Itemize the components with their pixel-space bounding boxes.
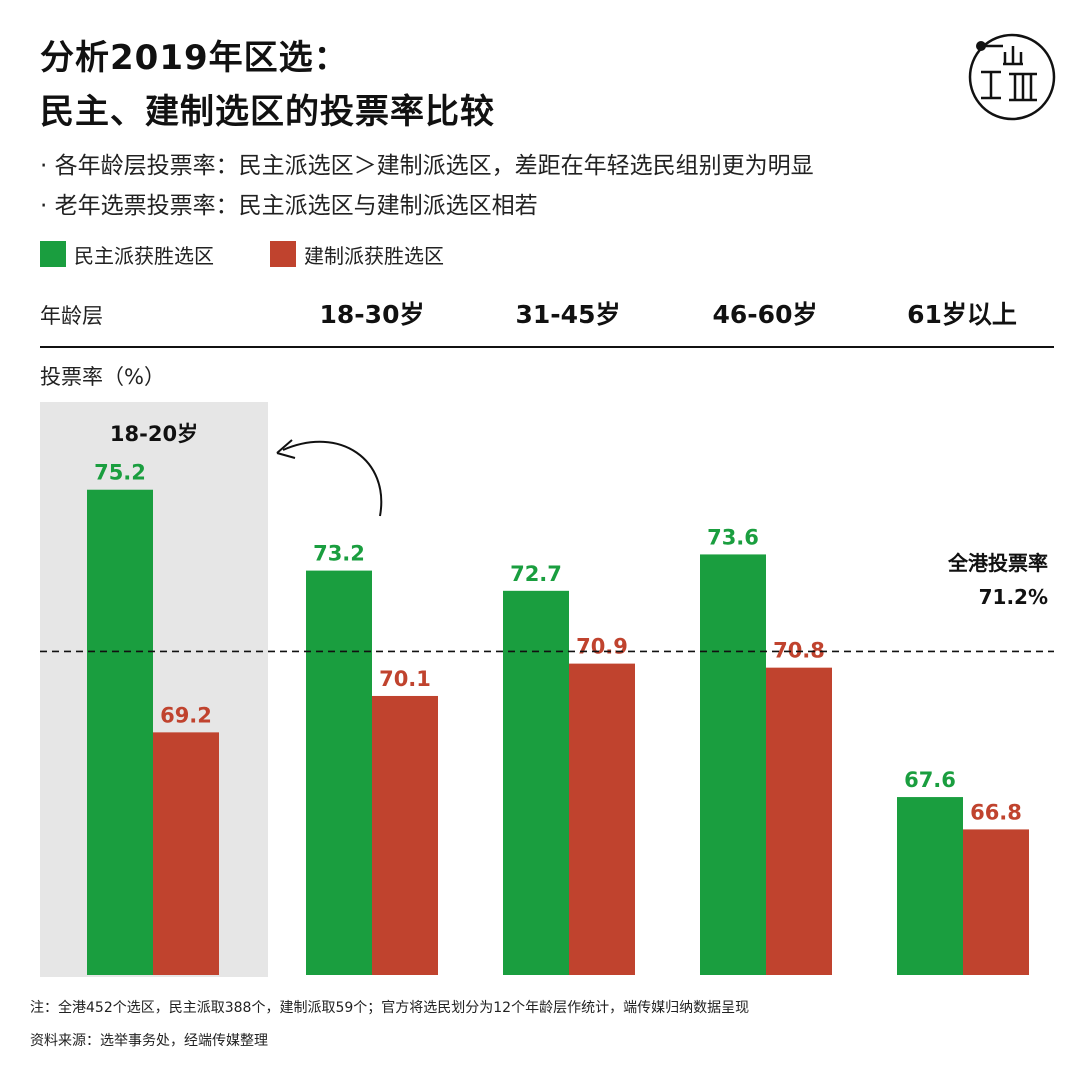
category-header-1: 31-45岁: [516, 300, 621, 329]
bar-democrat-1: [306, 570, 372, 975]
reference-label: 全港投票率: [947, 551, 1048, 575]
value-label-democrat-0: 75.2: [94, 461, 146, 485]
row-header-age: 年龄层: [40, 304, 103, 328]
value-label-establishment-3: 70.8: [773, 639, 825, 663]
value-label-establishment-4: 66.8: [970, 800, 1022, 824]
value-label-democrat-2: 72.7: [510, 562, 562, 586]
footnote-source: 资料来源：选举事务处，经端传媒整理: [30, 1033, 268, 1049]
title-line-1: 分析2019年区选：: [40, 38, 349, 78]
bar-establishment-0: [153, 732, 219, 975]
arrow-head-icon: [276, 439, 296, 459]
category-header-2: 46-60岁: [713, 300, 818, 329]
value-label-democrat-3: 73.6: [707, 525, 759, 549]
bar-establishment-4: [963, 829, 1029, 975]
value-label-democrat-1: 73.2: [313, 542, 365, 566]
legend-swatch-democrat: [40, 241, 66, 267]
legend-label-democrat: 民主派获胜选区: [74, 243, 214, 268]
arrow-curve: [282, 440, 383, 517]
legend-item-democrat: 民主派获胜选区: [40, 241, 214, 268]
title-line-2: 民主、建制选区的投票率比较: [40, 92, 495, 132]
value-label-establishment-1: 70.1: [379, 667, 431, 691]
bar-establishment-1: [372, 695, 438, 975]
bar-democrat-3: [700, 554, 766, 975]
bullet-point-2: · 老年选票投票率：民主派选区与建制派选区相若: [40, 193, 538, 219]
footnote-note: 注：全港452个选区，民主派取388个，建制派取59个；官方将选民划分为12个年…: [30, 1000, 750, 1016]
value-label-establishment-2: 70.9: [576, 635, 628, 659]
value-label-establishment-0: 69.2: [160, 703, 212, 727]
y-axis-label: 投票率（%）: [40, 365, 165, 389]
bar-democrat-4: [897, 797, 963, 975]
bar-democrat-2: [503, 590, 569, 975]
value-label-democrat-4: 67.6: [904, 768, 956, 792]
category-header-0: 18-30岁: [320, 300, 425, 329]
initium-logo-icon: [968, 33, 1056, 121]
legend-item-establishment: 建制派获胜选区: [270, 241, 444, 268]
legend-swatch-establishment: [270, 241, 296, 267]
bar-establishment-3: [766, 667, 832, 975]
bar-establishment-2: [569, 663, 635, 975]
category-header-3: 61岁以上: [907, 300, 1017, 329]
legend-label-establishment: 建制派获胜选区: [304, 243, 444, 268]
highlight-group-label: 18-20岁: [110, 422, 198, 446]
bullet-point-1: · 各年龄层投票率：民主派选区＞建制派选区，差距在年轻选民组别更为明显: [40, 153, 814, 179]
reference-value: 71.2%: [979, 585, 1048, 609]
bar-democrat-0: [87, 489, 153, 975]
